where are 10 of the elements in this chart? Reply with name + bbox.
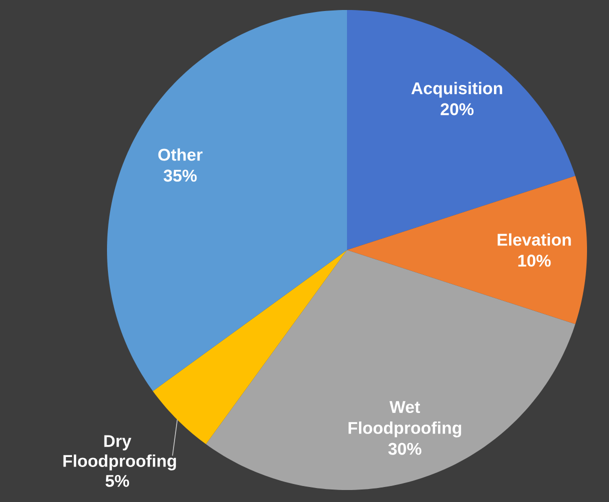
data-label: 35% xyxy=(164,170,197,182)
slice-label: Elevation xyxy=(498,233,571,246)
data-label: 5% xyxy=(106,474,130,487)
data-label: 30% xyxy=(388,442,422,455)
slice-label: Acquisition xyxy=(411,82,502,98)
data-label: 10% xyxy=(518,254,551,267)
data-label: 20% xyxy=(440,103,474,116)
slice-label: Wet Floodproofing xyxy=(348,401,462,438)
slice-label: Dry Floodproofing xyxy=(63,435,176,470)
slice-label: Other xyxy=(158,148,203,161)
